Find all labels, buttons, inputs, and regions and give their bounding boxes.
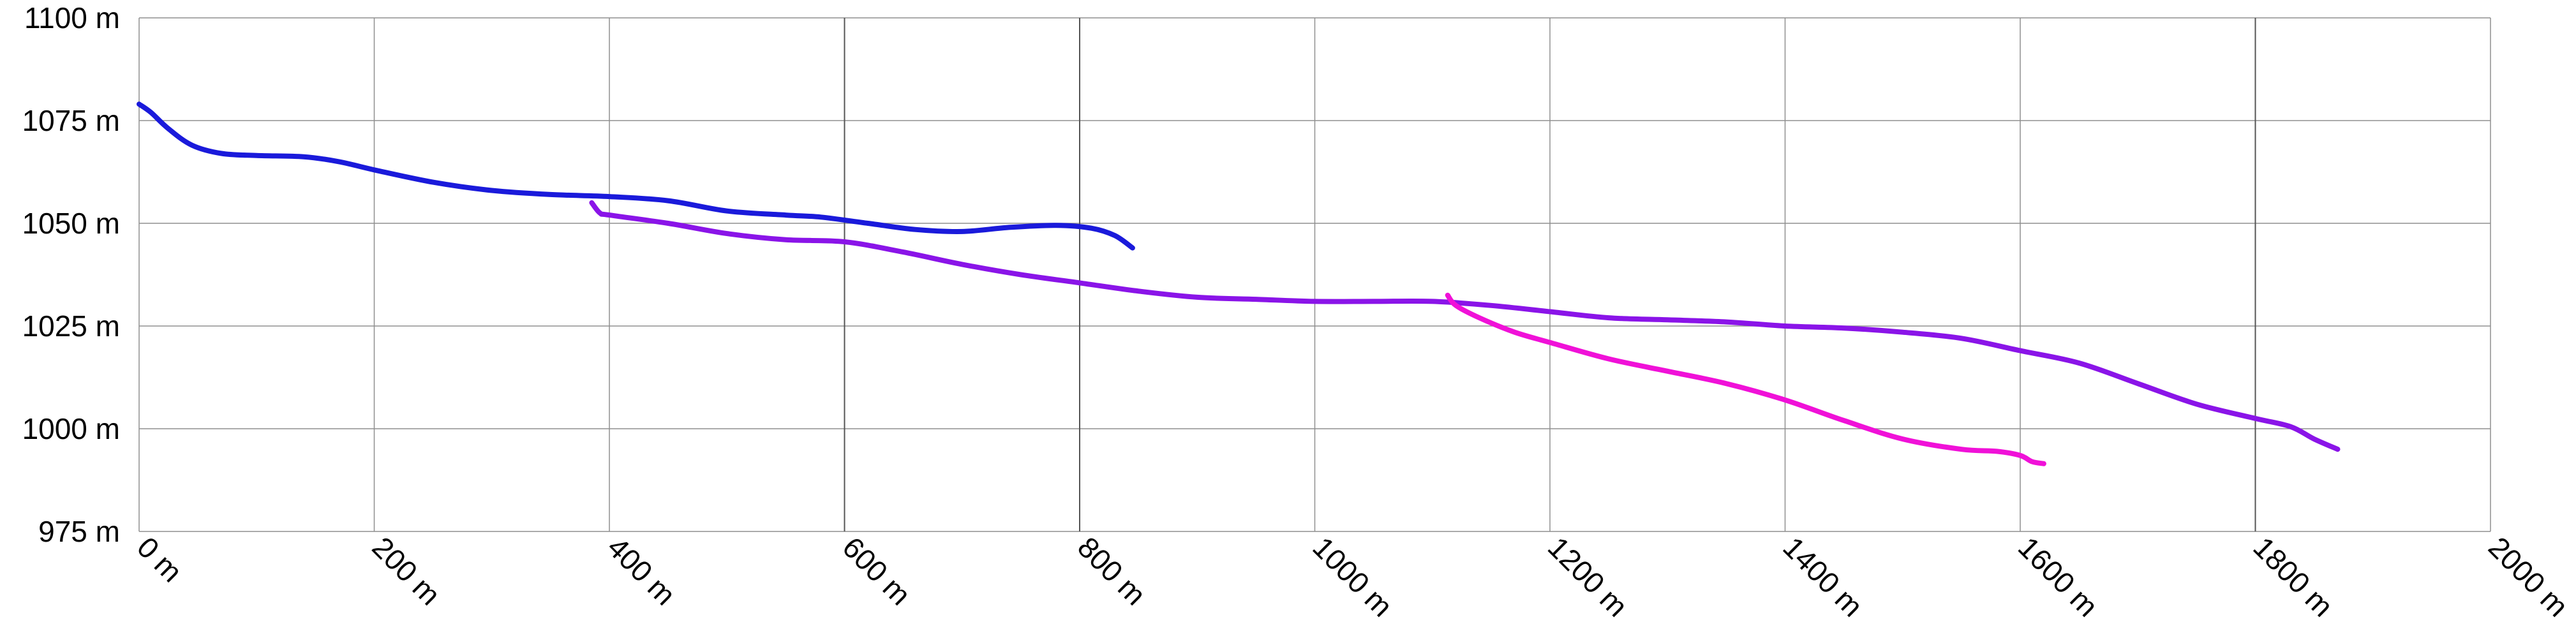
y-axis-tick-labels: 975 m 1000 m 1025 m 1050 m 1075 m 1100 m [22,1,120,548]
x-tick-label: 1200 m [1542,530,1634,623]
y-tick-label: 1075 m [22,104,120,137]
x-tick-label: 200 m [366,530,447,611]
x-axis-tick-labels: 0 m 200 m 400 m 600 m 800 m 1000 m 1200 m 1400 … [131,530,2575,623]
y-tick-label: 1025 m [22,309,120,343]
x-tick-label: 1000 m [1306,530,1399,623]
series-line-1 [137,101,1135,251]
x-tick-label: 2000 m [2482,530,2575,623]
y-tick-label: 975 m [38,515,120,548]
series-line-3 [1445,292,2046,466]
y-tick-label: 1000 m [22,412,120,445]
x-tick-label: 600 m [836,530,917,611]
x-tick-label: 1600 m [2012,530,2104,623]
y-tick-label: 1050 m [22,207,120,240]
y-tick-label: 1100 m [24,1,120,34]
series-lines [137,101,2341,466]
x-tick-label: 1400 m [1776,530,1869,623]
x-tick-label: 0 m [131,530,189,588]
x-tick-label: 1800 m [2247,530,2339,623]
grid [138,17,2491,532]
x-tick-label: 800 m [1071,530,1152,611]
x-tick-label: 400 m [601,530,682,611]
